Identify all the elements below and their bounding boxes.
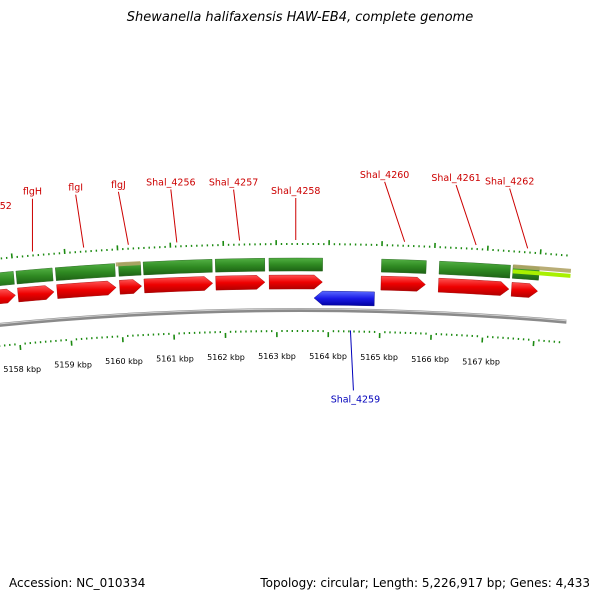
- position-label: 5158 kbp: [3, 365, 41, 374]
- shal-4257-gene-arrow: [215, 275, 266, 291]
- backbone-line: [0, 307, 567, 327]
- genome-title: Shewanella halifaxensis HAW-EB4, complet…: [126, 10, 474, 25]
- shal-4262-highlight: [512, 269, 571, 278]
- shal-4252-label: Shal_4252: [0, 201, 12, 212]
- flgj-feature-marker: [115, 261, 141, 267]
- shal-4252-cds-bar: [0, 271, 15, 286]
- flgj-leader-line: [117, 191, 129, 245]
- shal-4258-cds-bar: [268, 257, 323, 272]
- shal-4258-label: Shal_4258: [271, 186, 320, 197]
- flgh-gene-arrow: [17, 285, 55, 303]
- backbone-highlight: [0, 308, 567, 325]
- shal-4262-feature-marker: [513, 264, 572, 273]
- flgi-leader-line: [75, 194, 85, 248]
- position-label: 5162 kbp: [207, 353, 245, 362]
- shal-4256-cds-bar: [142, 259, 213, 276]
- flgj-label: flgJ: [111, 180, 126, 191]
- shal-4261-cds-bar: [438, 260, 511, 279]
- flgh-cds-bar: [15, 267, 54, 285]
- shal-4261-leader-line: [455, 184, 477, 246]
- shal-4259-leader-line: [349, 330, 354, 391]
- genome-summary: Topology: circular; Length: 5,226,917 bp…: [260, 576, 590, 590]
- shal-4256-leader-line: [170, 189, 178, 243]
- shal-4257-label: Shal_4257: [209, 178, 258, 189]
- shal-4260-cds-bar: [381, 258, 427, 274]
- shal-4261-label: Shal_4261: [431, 173, 480, 184]
- position-label: 5165 kbp: [360, 353, 398, 362]
- position-label: 5167 kbp: [462, 357, 500, 366]
- position-label: 5163 kbp: [258, 352, 296, 361]
- flgh-label: flgH: [23, 187, 42, 198]
- shal-4260-label: Shal_4260: [360, 170, 409, 181]
- shal-4259-label: Shal_4259: [331, 394, 380, 405]
- position-label: 5166 kbp: [411, 355, 449, 364]
- shal-4252-gene-arrow: [0, 288, 16, 304]
- shal-4262-gene-arrow: [510, 282, 538, 298]
- position-label: 5164 kbp: [309, 352, 347, 361]
- shal-4262-leader-line: [509, 188, 529, 249]
- shal-4262-label: Shal_4262: [485, 177, 534, 188]
- position-label: 5159 kbp: [54, 361, 92, 370]
- shal-4261-gene-arrow: [437, 277, 510, 296]
- shal-4260-leader-line: [384, 181, 406, 242]
- shal-4256-gene-arrow: [143, 276, 214, 294]
- flgi-cds-bar: [55, 263, 116, 281]
- flgj-gene-arrow: [119, 279, 142, 295]
- shal-4259-gene-arrow: [313, 290, 375, 307]
- shal-4257-cds-bar: [214, 257, 266, 273]
- accession-label: Accession: NC_010334: [9, 576, 146, 590]
- shal-4260-gene-arrow: [380, 275, 426, 292]
- position-label: 5161 kbp: [156, 355, 194, 364]
- flgi-gene-arrow: [56, 280, 117, 299]
- shal-4257-leader-line: [233, 189, 241, 241]
- position-label: 5160 kbp: [105, 357, 143, 366]
- shal-4258-gene-arrow: [268, 274, 323, 290]
- flgi-label: flgI: [68, 183, 83, 194]
- shal-4256-label: Shal_4256: [146, 177, 195, 188]
